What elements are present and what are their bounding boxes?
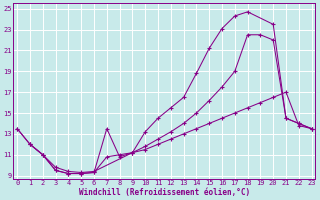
X-axis label: Windchill (Refroidissement éolien,°C): Windchill (Refroidissement éolien,°C) (79, 188, 250, 197)
